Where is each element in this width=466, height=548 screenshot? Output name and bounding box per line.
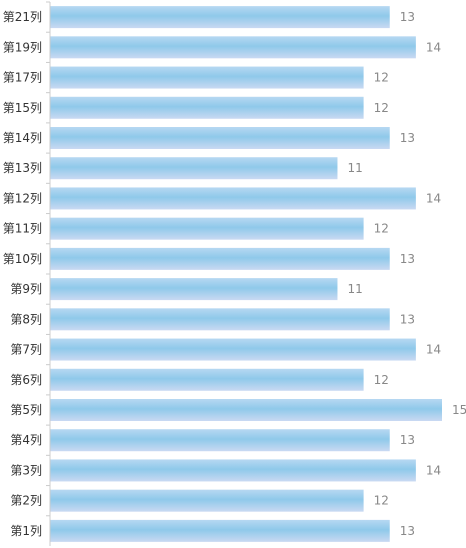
value-label: 12 bbox=[374, 222, 389, 236]
category-label: 第13列 bbox=[3, 161, 42, 175]
bar-15 bbox=[50, 429, 390, 452]
category-labels: 第21列第19列第17列第15列第14列第13列第12列第11列第10列第9列第… bbox=[3, 10, 42, 538]
bar-4 bbox=[50, 96, 364, 119]
bar-6 bbox=[50, 157, 338, 180]
bar-14 bbox=[50, 399, 442, 421]
value-label: 13 bbox=[400, 252, 415, 266]
category-label: 第9列 bbox=[10, 282, 42, 296]
bar-1 bbox=[50, 6, 390, 29]
bars-group bbox=[46, 1, 442, 542]
value-labels: 13 14 12 12 13 11 14 12 13 11 13 14 12 15 13 14 12 13 bbox=[347, 10, 466, 538]
bar-12 bbox=[50, 338, 416, 361]
category-label: 第1列 bbox=[10, 524, 42, 538]
value-label: 11 bbox=[347, 161, 362, 175]
bar-18 bbox=[50, 519, 390, 542]
category-label: 第10列 bbox=[3, 252, 42, 266]
bar-13 bbox=[50, 368, 364, 391]
value-label: 12 bbox=[374, 494, 389, 508]
value-label: 14 bbox=[426, 191, 441, 205]
category-label: 第15列 bbox=[3, 101, 42, 115]
value-label: 13 bbox=[400, 10, 415, 24]
category-label: 第7列 bbox=[10, 343, 42, 357]
category-label: 第8列 bbox=[10, 312, 42, 326]
bar-16 bbox=[50, 459, 416, 482]
category-label: 第21列 bbox=[3, 10, 42, 24]
value-label: 13 bbox=[400, 433, 415, 447]
category-label: 第3列 bbox=[10, 463, 42, 477]
bar-9 bbox=[50, 247, 390, 270]
category-label: 第19列 bbox=[3, 40, 42, 54]
bar-17 bbox=[50, 489, 364, 512]
value-label: 14 bbox=[426, 463, 441, 477]
value-label: 12 bbox=[374, 373, 389, 387]
value-label: 13 bbox=[400, 131, 415, 145]
bar-11 bbox=[50, 308, 390, 331]
bar-7 bbox=[50, 187, 416, 210]
bar-5 bbox=[50, 127, 390, 149]
category-label: 第5列 bbox=[10, 403, 42, 417]
bar-10 bbox=[50, 278, 338, 301]
bar-8 bbox=[50, 217, 364, 240]
category-label: 第12列 bbox=[3, 191, 42, 205]
category-label: 第6列 bbox=[10, 373, 42, 387]
category-label: 第14列 bbox=[3, 131, 42, 145]
value-label: 15 bbox=[452, 403, 466, 417]
category-label: 第11列 bbox=[3, 222, 42, 236]
value-label: 11 bbox=[347, 282, 362, 296]
value-label: 14 bbox=[426, 343, 441, 357]
bar-3 bbox=[50, 66, 364, 89]
value-label: 12 bbox=[374, 101, 389, 115]
category-label: 第17列 bbox=[3, 71, 42, 85]
value-label: 13 bbox=[400, 524, 415, 538]
value-label: 12 bbox=[374, 71, 389, 85]
value-label: 14 bbox=[426, 40, 441, 54]
category-label: 第4列 bbox=[10, 433, 42, 447]
category-label: 第2列 bbox=[10, 494, 42, 508]
value-label: 13 bbox=[400, 312, 415, 326]
bar-2 bbox=[50, 36, 416, 59]
